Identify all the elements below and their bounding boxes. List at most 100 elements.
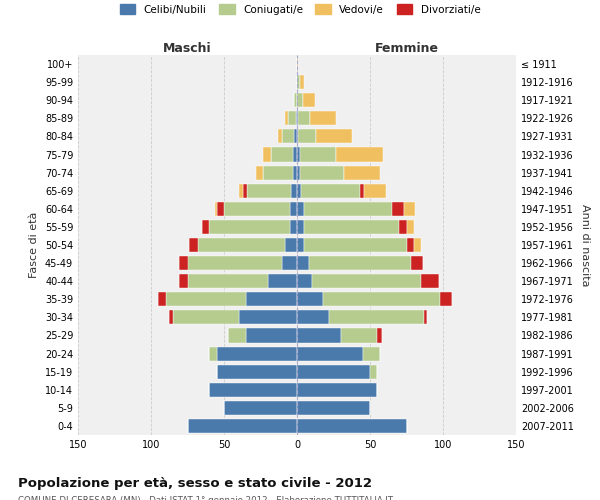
- Bar: [229, 328, 246, 342]
- Bar: [246, 328, 297, 342]
- Bar: [304, 220, 399, 234]
- Bar: [187, 256, 283, 270]
- Bar: [256, 166, 263, 179]
- Bar: [300, 75, 304, 89]
- Bar: [224, 401, 297, 415]
- Bar: [311, 274, 421, 288]
- Bar: [217, 364, 297, 378]
- Bar: [239, 184, 243, 198]
- Bar: [283, 256, 297, 270]
- Bar: [370, 364, 377, 378]
- Bar: [414, 238, 421, 252]
- Bar: [246, 292, 297, 306]
- Bar: [286, 112, 288, 126]
- Bar: [297, 238, 304, 252]
- Bar: [294, 130, 297, 143]
- Bar: [288, 112, 296, 126]
- Legend: Celibi/Nubili, Coniugati/e, Vedovi/e, Divorziati/e: Celibi/Nubili, Coniugati/e, Vedovi/e, Di…: [115, 0, 485, 19]
- Bar: [300, 148, 337, 162]
- Bar: [247, 184, 291, 198]
- Bar: [364, 184, 386, 198]
- Y-axis label: Anni di nascita: Anni di nascita: [580, 204, 590, 286]
- Bar: [215, 202, 217, 216]
- Bar: [424, 310, 427, 324]
- Bar: [421, 274, 439, 288]
- Bar: [239, 310, 297, 324]
- Bar: [297, 346, 362, 360]
- Bar: [300, 166, 344, 179]
- Bar: [297, 184, 301, 198]
- Bar: [323, 292, 440, 306]
- Bar: [158, 292, 166, 306]
- Bar: [297, 148, 300, 162]
- Bar: [304, 238, 407, 252]
- Bar: [209, 346, 217, 360]
- Bar: [297, 75, 300, 89]
- Bar: [173, 310, 239, 324]
- Bar: [297, 292, 323, 306]
- Bar: [407, 220, 414, 234]
- Bar: [283, 130, 294, 143]
- Bar: [298, 112, 310, 126]
- Bar: [169, 310, 173, 324]
- Bar: [166, 292, 246, 306]
- Bar: [298, 130, 316, 143]
- Bar: [341, 328, 377, 342]
- Bar: [209, 220, 290, 234]
- Bar: [377, 328, 382, 342]
- Bar: [297, 93, 303, 108]
- Bar: [344, 166, 380, 179]
- Bar: [304, 202, 392, 216]
- Bar: [198, 238, 286, 252]
- Bar: [297, 202, 304, 216]
- Bar: [224, 202, 290, 216]
- Bar: [286, 238, 297, 252]
- Bar: [296, 112, 297, 126]
- Bar: [290, 202, 297, 216]
- Bar: [297, 57, 298, 71]
- Bar: [290, 220, 297, 234]
- Bar: [303, 93, 314, 108]
- Bar: [310, 112, 337, 126]
- Bar: [209, 382, 297, 397]
- Bar: [297, 382, 377, 397]
- Y-axis label: Fasce di età: Fasce di età: [29, 212, 39, 278]
- Bar: [297, 130, 298, 143]
- Bar: [179, 274, 187, 288]
- Bar: [360, 184, 364, 198]
- Bar: [297, 112, 298, 126]
- Text: Popolazione per età, sesso e stato civile - 2012: Popolazione per età, sesso e stato civil…: [18, 478, 372, 490]
- Bar: [308, 256, 411, 270]
- Bar: [293, 148, 297, 162]
- Bar: [263, 166, 293, 179]
- Bar: [297, 364, 370, 378]
- Bar: [316, 130, 352, 143]
- Bar: [411, 256, 422, 270]
- Bar: [187, 274, 268, 288]
- Text: Femmine: Femmine: [374, 42, 439, 55]
- Bar: [297, 256, 308, 270]
- Bar: [404, 202, 415, 216]
- Bar: [179, 256, 187, 270]
- Text: Maschi: Maschi: [163, 42, 212, 55]
- Bar: [202, 220, 209, 234]
- Bar: [189, 238, 198, 252]
- Bar: [297, 401, 370, 415]
- Bar: [243, 184, 247, 198]
- Bar: [399, 220, 407, 234]
- Bar: [392, 202, 404, 216]
- Bar: [337, 148, 383, 162]
- Bar: [301, 184, 360, 198]
- Bar: [291, 184, 297, 198]
- Bar: [217, 346, 297, 360]
- Bar: [297, 328, 341, 342]
- Bar: [329, 310, 424, 324]
- Bar: [217, 202, 224, 216]
- Bar: [263, 148, 271, 162]
- Bar: [297, 166, 300, 179]
- Bar: [362, 346, 380, 360]
- Bar: [294, 93, 297, 108]
- Bar: [278, 130, 283, 143]
- Bar: [271, 148, 293, 162]
- Bar: [268, 274, 297, 288]
